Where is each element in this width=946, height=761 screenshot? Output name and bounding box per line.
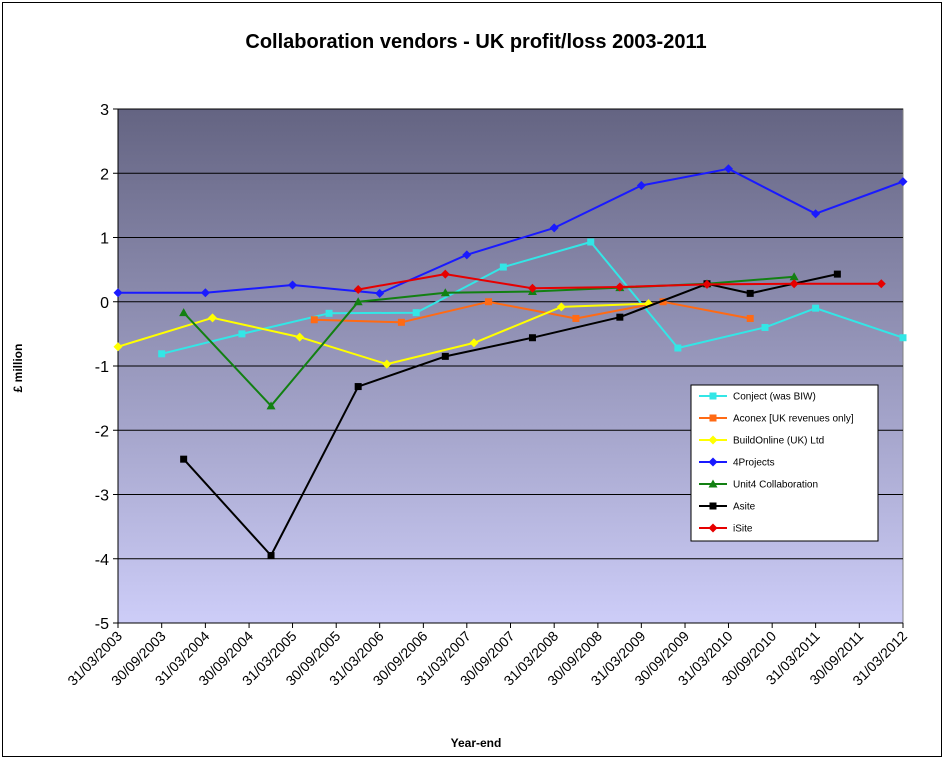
legend: Conject (was BIW) Aconex [UK revenues onl… — [690, 384, 879, 542]
y-tick-label: 2 — [100, 166, 109, 183]
series-line — [118, 167, 904, 295]
legend-item: BuildOnline (UK) Ltd — [699, 435, 824, 447]
data-point — [746, 314, 754, 322]
data-point — [485, 298, 493, 306]
data-point — [295, 332, 305, 342]
data-point — [528, 334, 536, 342]
x-axis-title: Year-end — [451, 736, 502, 750]
data-point — [441, 352, 449, 360]
y-axis-title: £ million — [11, 344, 25, 393]
series-2 — [113, 299, 653, 369]
legend-item: Conject (was BIW) — [699, 392, 816, 403]
data-point — [310, 316, 318, 324]
y-tick-label: 1 — [100, 231, 109, 248]
data-point — [462, 250, 472, 260]
series-0 — [158, 238, 907, 358]
data-point — [876, 279, 886, 289]
chart-title: Collaboration vendors - UK profit/loss 2… — [245, 31, 706, 53]
legend-item: 4Projects — [699, 457, 775, 469]
data-point — [674, 344, 682, 352]
data-point — [238, 330, 246, 338]
data-point — [325, 309, 333, 317]
series-line — [161, 241, 904, 355]
data-point — [708, 435, 718, 445]
series-line — [314, 300, 751, 324]
data-point — [812, 304, 820, 312]
data-point — [833, 270, 841, 278]
data-point — [267, 552, 275, 560]
legend-item: iSite — [699, 523, 753, 535]
data-point — [789, 279, 799, 289]
data-point — [702, 279, 712, 289]
data-point — [527, 283, 537, 293]
data-point — [353, 285, 363, 295]
data-point — [709, 502, 717, 510]
data-point — [440, 269, 450, 279]
y-tick-label: -4 — [95, 552, 109, 569]
data-point — [200, 288, 210, 298]
legend-label: Unit4 Collaboration — [733, 480, 818, 491]
data-point — [354, 383, 362, 391]
data-point — [113, 342, 123, 352]
data-point — [397, 318, 405, 326]
data-point — [811, 209, 821, 219]
series-3 — [113, 164, 908, 298]
data-point — [789, 272, 799, 281]
y-axis-ticks: 3 2 1 0 -1 -2 -3 -4 -5 — [95, 102, 119, 633]
y-tick-label: -2 — [95, 423, 109, 440]
series-6 — [353, 269, 886, 295]
data-point — [469, 338, 479, 348]
legend-label: 4Projects — [733, 458, 775, 469]
series-layer — [113, 164, 908, 560]
data-point — [572, 314, 580, 322]
data-point — [556, 302, 566, 312]
y-tick-label: -1 — [95, 359, 109, 376]
data-point — [375, 288, 385, 298]
data-point — [761, 323, 769, 331]
data-point — [158, 350, 166, 358]
x-axis-ticks: 31/03/200330/09/200331/03/200430/09/2004… — [64, 622, 910, 689]
data-point — [113, 288, 123, 298]
data-point — [636, 180, 646, 190]
data-point — [899, 334, 907, 342]
data-point — [288, 280, 298, 290]
data-point — [180, 455, 188, 463]
data-point — [616, 313, 624, 321]
data-point — [266, 401, 276, 410]
data-point — [746, 289, 754, 297]
y-tick-label: -3 — [95, 488, 109, 505]
data-point — [708, 457, 718, 467]
data-point — [709, 414, 717, 422]
data-point — [898, 177, 908, 187]
legend-label: Asite — [733, 502, 756, 513]
data-point — [659, 298, 667, 306]
data-point — [615, 282, 625, 292]
legend-label: BuildOnline (UK) Ltd — [733, 436, 824, 447]
data-point — [709, 392, 717, 400]
data-point — [353, 297, 363, 306]
data-point — [708, 523, 718, 533]
data-point — [382, 359, 392, 369]
legend-label: Aconex [UK revenues only] — [733, 414, 854, 425]
y-tick-label: -5 — [95, 616, 109, 633]
data-point — [499, 263, 507, 271]
y-tick-label: 0 — [100, 295, 109, 312]
data-point — [440, 288, 450, 297]
legend-item: Aconex [UK revenues only] — [699, 414, 854, 425]
data-point — [179, 308, 189, 317]
data-point — [549, 223, 559, 233]
legend-item: Asite — [699, 502, 756, 513]
data-point — [208, 313, 218, 323]
series-1 — [310, 298, 754, 326]
y-tick-label: 3 — [100, 102, 109, 119]
legend-label: iSite — [733, 524, 753, 535]
data-point — [708, 479, 718, 488]
data-point — [723, 164, 733, 174]
legend-label: Conject (was BIW) — [733, 392, 816, 403]
data-point — [587, 238, 595, 246]
data-point — [412, 309, 420, 317]
legend-item: Unit4 Collaboration — [699, 479, 818, 491]
